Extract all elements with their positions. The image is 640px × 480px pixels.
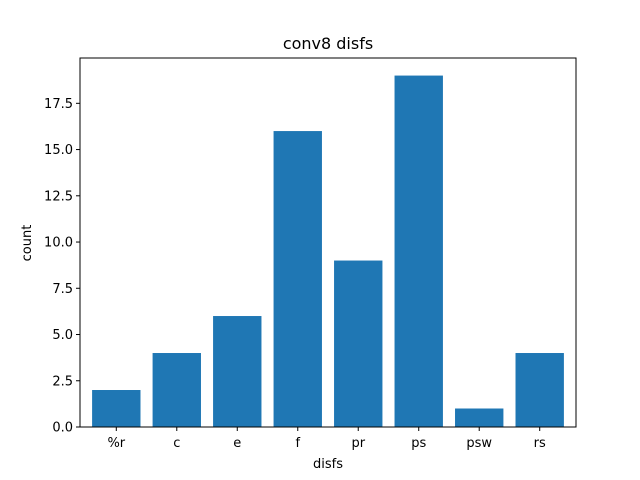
y-axis-ticks: 0.0 2.5 5.0 7.5 10.0 12.5 15.0 17.5 <box>44 97 80 436</box>
bar-c <box>152 353 201 427</box>
y-tick-label: 10.0 <box>44 236 73 251</box>
y-tick-label: 12.5 <box>44 189 73 204</box>
bar-r <box>92 390 141 427</box>
x-tick-label: rs <box>534 436 546 451</box>
y-tick-label: 17.5 <box>44 97 73 112</box>
y-tick-label: 7.5 <box>52 282 73 297</box>
bar-rs <box>515 353 564 427</box>
chart-title: conv8 disfs <box>283 34 373 53</box>
bar-pr <box>334 260 383 427</box>
y-tick-label: 5.0 <box>52 328 73 343</box>
y-tick-label: 2.5 <box>52 374 73 389</box>
y-axis-label: count <box>20 225 35 262</box>
x-tick-label: f <box>295 436 300 451</box>
bar-e <box>213 316 262 427</box>
y-tick-label: 0.0 <box>52 421 73 436</box>
x-tick-label: c <box>173 436 180 451</box>
bar-ps <box>394 75 443 428</box>
bar-f <box>273 131 322 427</box>
x-tick-label: psw <box>466 436 492 451</box>
x-axis-ticks: %r c e f pr ps psw rs <box>107 427 546 451</box>
y-tick-label: 15.0 <box>44 143 73 158</box>
x-tick-label: %r <box>107 436 125 451</box>
x-tick-label: ps <box>411 436 426 451</box>
x-tick-label: pr <box>351 436 365 451</box>
bar-psw <box>455 408 504 427</box>
bars-layer <box>92 75 564 428</box>
x-tick-label: e <box>233 436 241 451</box>
plot-frame <box>79 57 577 428</box>
x-axis-label: disfs <box>313 457 343 472</box>
